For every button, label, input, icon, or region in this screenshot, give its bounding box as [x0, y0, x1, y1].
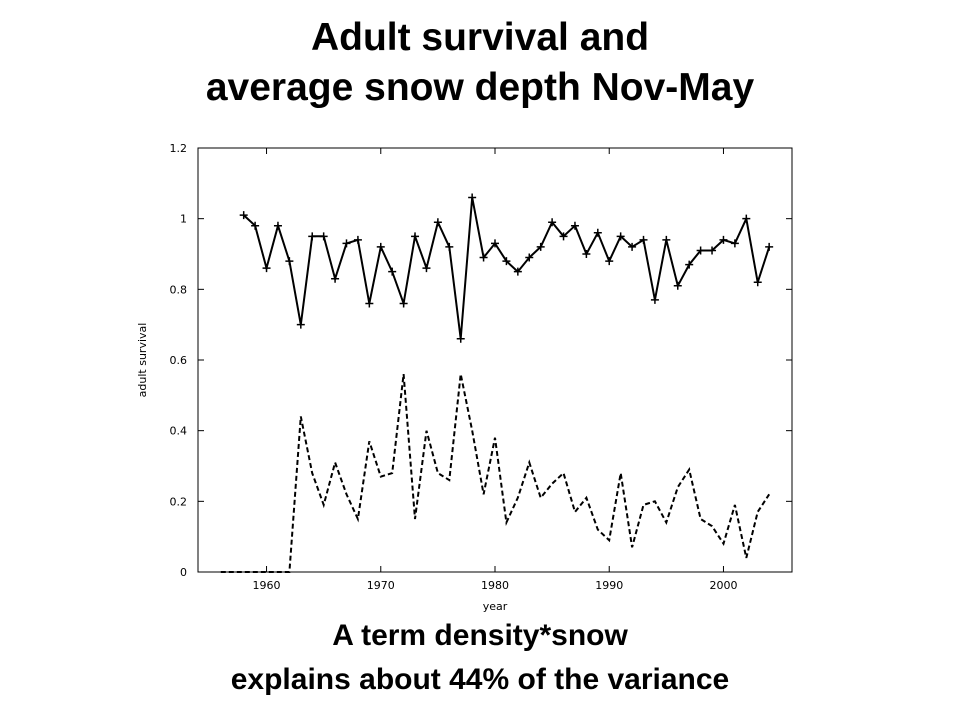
- data-point-marker: [628, 242, 637, 251]
- series-line-2: [220, 373, 771, 573]
- x-axis-label: year: [483, 600, 508, 613]
- data-point-marker: [765, 242, 774, 251]
- y-tick-label: 0.4: [170, 425, 188, 438]
- data-point-marker: [376, 242, 385, 251]
- data-point-marker: [696, 246, 705, 255]
- data-point-marker: [525, 253, 534, 262]
- data-point-marker: [468, 193, 477, 202]
- data-point-marker: [331, 274, 340, 283]
- y-tick-label: 0.8: [170, 283, 188, 296]
- y-tick-label: 0: [180, 566, 187, 579]
- data-point-marker: [296, 320, 305, 329]
- plot-frame: [197, 147, 793, 573]
- data-point-marker: [479, 253, 488, 262]
- data-point-marker: [719, 235, 728, 244]
- x-tick-label: 2000: [709, 579, 737, 592]
- series-line-1: [243, 197, 771, 339]
- x-tick-label: 1960: [253, 579, 281, 592]
- caption-line-1: A term density*snow: [332, 619, 628, 652]
- y-axis-ticks: 0 0.2 0.4 0.6 0.8 1 1.2: [170, 142, 792, 579]
- data-point-marker: [445, 242, 454, 251]
- data-point-marker: [262, 264, 271, 273]
- data-point-marker: [456, 334, 465, 343]
- data-point-marker: [353, 235, 362, 244]
- x-tick-label: 1990: [595, 579, 623, 592]
- data-point-marker: [593, 228, 602, 237]
- data-point-marker: [582, 250, 591, 258]
- data-point-marker: [685, 260, 694, 269]
- x-axis-ticks: 1960 1970 1980 1990 2000: [253, 148, 737, 592]
- data-point-marker: [411, 232, 420, 241]
- data-point-marker: [285, 257, 294, 266]
- data-point-marker: [536, 242, 545, 251]
- data-point-marker: [388, 267, 397, 276]
- data-point-marker: [239, 211, 248, 220]
- data-point-marker: [433, 218, 442, 227]
- data-point-marker: [708, 246, 717, 255]
- caption-line-2: explains about 44% of the variance: [230, 663, 730, 696]
- x-tick-label: 1970: [367, 579, 395, 592]
- slide-title-line-2: average snow depth Nov-May: [205, 66, 755, 109]
- data-point-marker: [399, 299, 408, 308]
- data-point-marker: [422, 264, 431, 273]
- data-point-marker: [570, 221, 579, 230]
- data-point-marker: [548, 218, 557, 227]
- data-point-marker: [559, 232, 568, 241]
- data-point-marker: [491, 239, 499, 248]
- x-tick-label: 1980: [481, 579, 509, 592]
- data-point-marker: [753, 278, 762, 287]
- data-point-marker: [308, 232, 317, 241]
- y-tick-label: 1: [180, 213, 187, 226]
- data-point-marker: [502, 257, 511, 266]
- slide-title-line-1: Adult survival and: [310, 16, 650, 59]
- data-point-marker: [639, 235, 648, 244]
- data-point-marker: [650, 295, 659, 304]
- data-point-marker: [662, 235, 671, 244]
- data-point-marker: [319, 232, 328, 241]
- y-tick-label: 0.2: [170, 495, 188, 508]
- data-point-marker: [342, 239, 351, 248]
- data-point-marker: [251, 221, 260, 230]
- series-group: [220, 193, 774, 573]
- data-point-marker: [730, 239, 739, 248]
- y-tick-label: 0.6: [170, 354, 188, 367]
- data-point-marker: [605, 257, 614, 266]
- data-point-marker: [616, 232, 625, 241]
- data-point-marker: [273, 221, 282, 230]
- data-point-marker: [673, 281, 682, 290]
- data-point-marker: [365, 299, 374, 308]
- y-axis-label: adult survival: [136, 323, 149, 398]
- data-point-marker: [513, 267, 522, 276]
- data-point-marker: [742, 214, 751, 223]
- y-tick-label: 1.2: [170, 142, 188, 155]
